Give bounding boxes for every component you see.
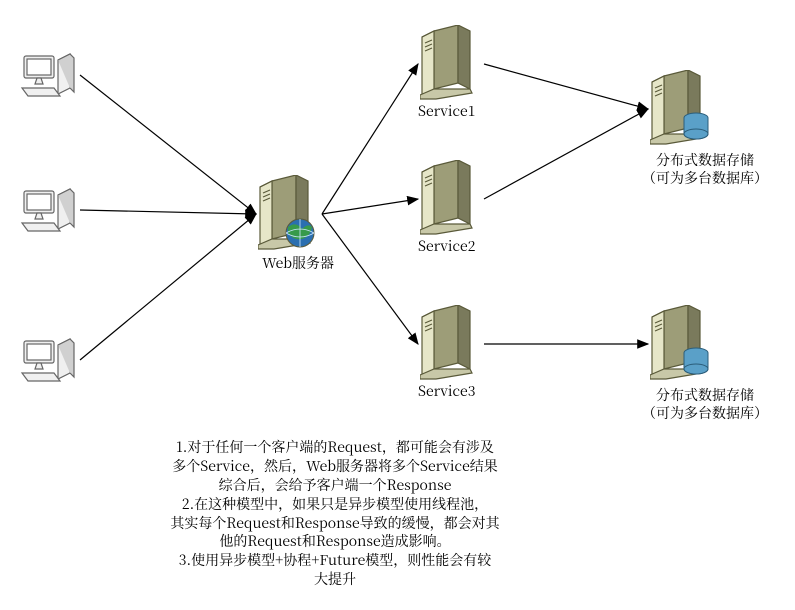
p-line2: 多个Service，然后，Web服务器将多个Service结果 [155,457,515,476]
label-service2: Service2 [418,238,508,256]
db2-icon [650,305,712,383]
arrow-client3-to-web [80,214,256,360]
p-line8: 大提升 [155,570,515,589]
arrow-web-to-svc2 [322,199,418,214]
arrow-web-to-svc3 [322,214,418,344]
p-line1: 1.对于任何一个客户端的Request，都可能会有涉及 [155,438,515,457]
client1-icon [20,50,78,100]
p-line3: 综合后，会给予客户端一个Response [155,476,515,495]
p-line6: 他的Request和Response造成影响。 [155,532,515,551]
explanation-paragraph: 1.对于任何一个客户端的Request，都可能会有涉及 多个Service，然后… [155,438,515,589]
label-service1: Service1 [418,103,508,121]
p-line7: 3.使用异步模型+协程+Future模型，则性能会有较 [155,551,515,570]
arrow-web-to-svc1 [322,64,418,214]
p-line5: 其实每个Request和Response导致的缓慢，都会对其 [155,514,515,533]
client3-icon [20,335,78,385]
service2-icon [420,160,482,238]
p-line4: 2.在这种模型中，如果只是异步模型使用线程池， [155,495,515,514]
web-server-icon [258,175,320,253]
label-web-server: Web服务器 [248,255,348,273]
arrow-svc1-to-db1 [484,64,648,109]
client2-icon [20,185,78,235]
arrow-client1-to-web [80,75,256,214]
arrow-client2-to-web [80,210,256,214]
label-db1: 分布式数据存储 （可为多台数据库） [620,152,790,187]
diagram-stage: Web服务器 Service1 Service2 Service3 分布式数据存… [0,0,795,610]
db1-icon [650,70,712,148]
label-db2: 分布式数据存储 （可为多台数据库） [620,387,790,422]
service1-icon [420,25,482,103]
label-service3: Service3 [418,383,508,401]
service3-icon [420,305,482,383]
